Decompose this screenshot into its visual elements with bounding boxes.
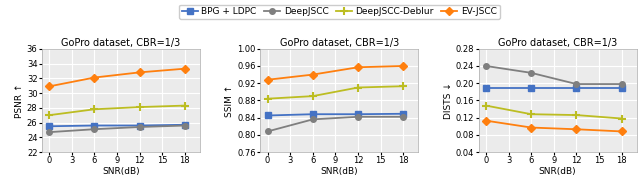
DeepJSCC xyxy=(573,83,580,85)
EV-JSCC xyxy=(618,130,625,133)
Line: BPG + LDPC: BPG + LDPC xyxy=(483,85,625,90)
DeepJSCC xyxy=(354,116,362,118)
DeepJSCC-Deblur xyxy=(527,113,535,115)
DeepJSCC-Deblur xyxy=(482,105,490,107)
Title: GoPro dataset, CBR=1/3: GoPro dataset, CBR=1/3 xyxy=(498,38,617,48)
BPG + LDPC xyxy=(136,124,143,127)
DeepJSCC xyxy=(90,128,98,130)
Line: BPG + LDPC: BPG + LDPC xyxy=(46,122,188,129)
DeepJSCC xyxy=(399,116,407,118)
Line: DeepJSCC-Deblur: DeepJSCC-Deblur xyxy=(482,101,626,123)
EV-JSCC xyxy=(482,120,490,122)
Y-axis label: SSIM ↑: SSIM ↑ xyxy=(225,84,234,117)
EV-JSCC xyxy=(527,126,535,129)
Line: DeepJSCC-Deblur: DeepJSCC-Deblur xyxy=(45,101,189,119)
DeepJSCC xyxy=(482,65,490,67)
Line: DeepJSCC: DeepJSCC xyxy=(46,123,188,135)
DeepJSCC-Deblur xyxy=(264,98,271,100)
BPG + LDPC xyxy=(264,114,271,117)
DeepJSCC-Deblur xyxy=(618,117,625,120)
Line: EV-JSCC: EV-JSCC xyxy=(46,66,188,89)
X-axis label: SNR(dB): SNR(dB) xyxy=(102,167,140,176)
Y-axis label: DISTS ↓: DISTS ↓ xyxy=(444,82,453,119)
Legend: BPG + LDPC, DeepJSCC, DeepJSCC-Deblur, EV-JSCC: BPG + LDPC, DeepJSCC, DeepJSCC-Deblur, E… xyxy=(179,4,500,19)
Title: GoPro dataset, CBR=1/3: GoPro dataset, CBR=1/3 xyxy=(280,38,399,48)
X-axis label: SNR(dB): SNR(dB) xyxy=(539,167,577,176)
BPG + LDPC xyxy=(90,124,98,127)
Line: BPG + LDPC: BPG + LDPC xyxy=(265,111,406,118)
EV-JSCC xyxy=(90,76,98,79)
BPG + LDPC xyxy=(618,86,625,89)
DeepJSCC xyxy=(264,130,271,133)
BPG + LDPC xyxy=(482,86,490,89)
DeepJSCC xyxy=(136,126,143,128)
EV-JSCC xyxy=(181,67,189,70)
DeepJSCC-Deblur xyxy=(136,106,143,108)
EV-JSCC xyxy=(573,128,580,130)
Line: DeepJSCC-Deblur: DeepJSCC-Deblur xyxy=(264,82,408,103)
Line: EV-JSCC: EV-JSCC xyxy=(265,63,406,82)
DeepJSCC-Deblur xyxy=(399,85,407,87)
DeepJSCC xyxy=(527,72,535,74)
Line: EV-JSCC: EV-JSCC xyxy=(483,118,625,134)
DeepJSCC-Deblur xyxy=(90,108,98,110)
DeepJSCC xyxy=(618,83,625,85)
BPG + LDPC xyxy=(399,113,407,115)
EV-JSCC xyxy=(399,65,407,67)
Title: GoPro dataset, CBR=1/3: GoPro dataset, CBR=1/3 xyxy=(61,38,180,48)
Y-axis label: PSNR ↑: PSNR ↑ xyxy=(15,83,24,118)
Line: DeepJSCC: DeepJSCC xyxy=(483,63,625,87)
DeepJSCC-Deblur xyxy=(309,95,317,97)
DeepJSCC xyxy=(309,118,317,121)
Line: DeepJSCC: DeepJSCC xyxy=(265,114,406,134)
EV-JSCC xyxy=(309,74,317,76)
EV-JSCC xyxy=(264,79,271,81)
BPG + LDPC xyxy=(309,113,317,115)
DeepJSCC-Deblur xyxy=(573,114,580,116)
DeepJSCC-Deblur xyxy=(354,86,362,89)
BPG + LDPC xyxy=(573,86,580,89)
BPG + LDPC xyxy=(354,113,362,115)
EV-JSCC xyxy=(45,85,53,88)
BPG + LDPC xyxy=(45,125,53,128)
DeepJSCC-Deblur xyxy=(181,105,189,107)
BPG + LDPC xyxy=(527,86,535,89)
EV-JSCC xyxy=(136,71,143,74)
X-axis label: SNR(dB): SNR(dB) xyxy=(321,167,358,176)
DeepJSCC xyxy=(181,124,189,127)
DeepJSCC xyxy=(45,131,53,133)
DeepJSCC-Deblur xyxy=(45,114,53,116)
BPG + LDPC xyxy=(181,124,189,126)
EV-JSCC xyxy=(354,66,362,68)
